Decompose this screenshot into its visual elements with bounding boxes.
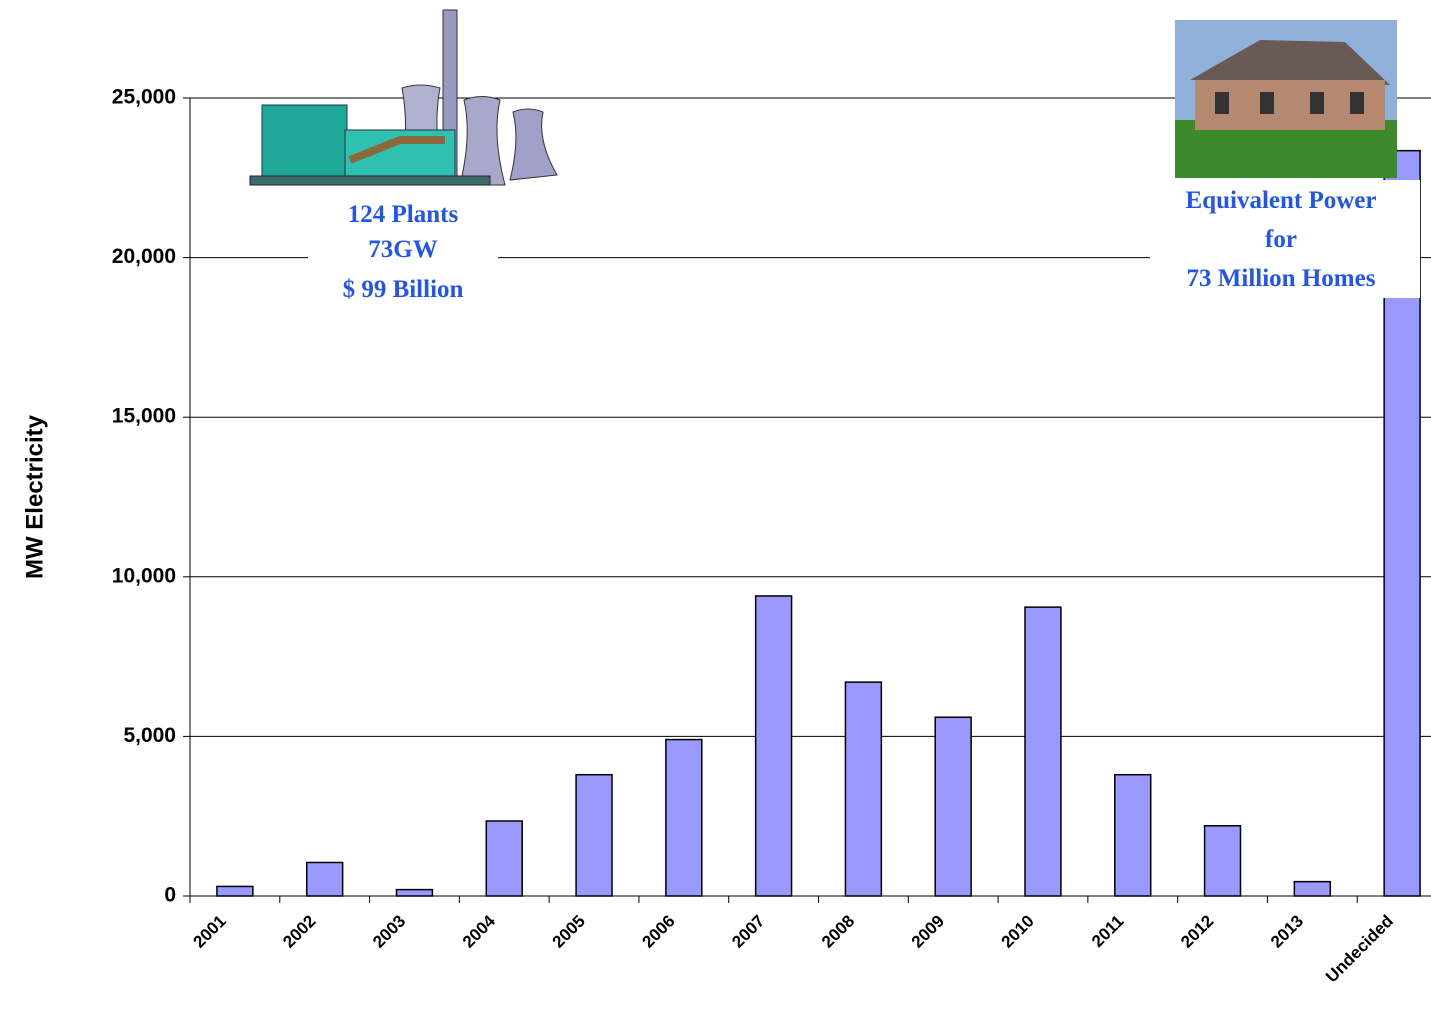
annotation: $ 99 Billion [343,276,464,303]
x-tick-label: 2004 [459,911,500,952]
annotation: Equivalent Power [1186,187,1377,214]
bar [665,738,703,897]
bar [1203,825,1242,897]
bar [216,885,254,897]
annotation: 73GW [368,236,437,263]
bar [485,820,523,897]
house-image [1175,20,1397,178]
x-tick-label: 2009 [908,911,948,951]
y-tick-label: 20,000 [112,245,176,268]
annotation-box [308,190,498,315]
bar [575,773,613,897]
bar [844,681,883,897]
x-tick-label: 2002 [279,911,319,951]
x-tick-label: 2010 [998,911,1038,951]
x-tick-label: 2011 [1088,911,1128,951]
x-tick-label: 2012 [1177,911,1217,951]
x-tick-label: 2008 [818,911,858,951]
x-tick-label: 2006 [638,911,678,951]
annotation: 124 Plants [348,201,459,228]
annotation: for [1265,226,1297,253]
x-tick-label: 2007 [728,911,768,951]
annotation-box [1150,180,1420,298]
bar [305,861,344,897]
y-tick-label: 15,000 [112,405,176,428]
x-tick-label: 2005 [549,911,589,951]
bar [1293,880,1332,897]
y-tick-label: 5,000 [123,724,176,747]
bar [754,595,793,897]
bar [934,716,972,897]
x-tick-label: 2001 [190,911,230,951]
y-tick-label: 0 [164,884,176,907]
x-tick-label: 2013 [1267,911,1307,951]
annotation: 73 Million Homes [1187,265,1376,292]
bar [395,888,434,897]
bar [1114,773,1152,897]
y-axis-label: MW Electricity [21,414,48,579]
x-tick-label: Undecided [1322,911,1397,986]
x-tick-label: 2003 [369,911,409,951]
y-tick-label: 10,000 [112,564,176,587]
y-tick-label: 25,000 [112,86,176,109]
power-plant-image [249,9,558,186]
bar [1024,606,1062,897]
